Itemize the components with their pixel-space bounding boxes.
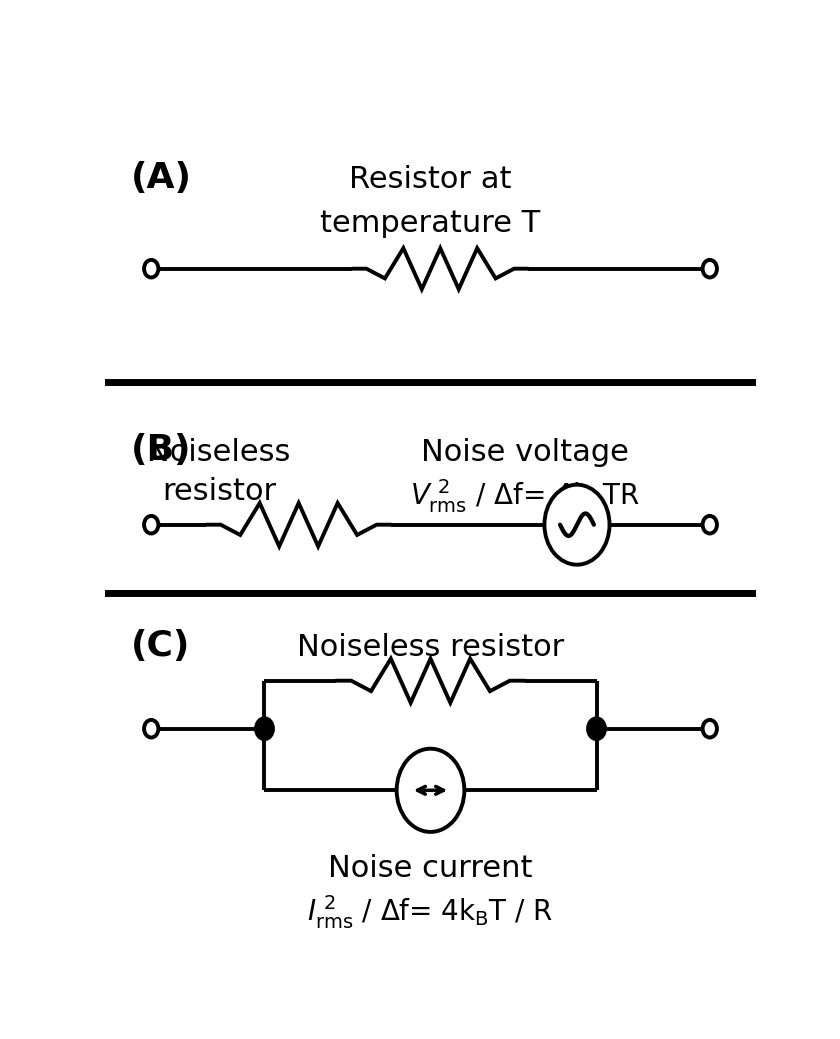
Text: $I_{\rm rms}^{\ 2}$ / $\Delta$f= 4k$_{\rm B}$T / R: $I_{\rm rms}^{\ 2}$ / $\Delta$f= 4k$_{\r… bbox=[307, 893, 554, 931]
Text: (B): (B) bbox=[131, 432, 192, 467]
Text: (A): (A) bbox=[131, 161, 192, 194]
Circle shape bbox=[144, 516, 159, 533]
Circle shape bbox=[256, 718, 273, 739]
Text: Noiseless resistor: Noiseless resistor bbox=[297, 633, 564, 662]
Circle shape bbox=[144, 720, 159, 738]
Circle shape bbox=[702, 260, 717, 277]
Circle shape bbox=[702, 720, 717, 738]
Text: Noiseless: Noiseless bbox=[147, 438, 291, 468]
Circle shape bbox=[544, 484, 610, 564]
Text: $V_{\rm rms}^{\ 2}$ / $\Delta$f= 4k$_{\rm B}$TR: $V_{\rm rms}^{\ 2}$ / $\Delta$f= 4k$_{\r… bbox=[410, 477, 640, 514]
Text: Resistor at: Resistor at bbox=[349, 164, 512, 193]
Circle shape bbox=[396, 749, 465, 832]
Text: (C): (C) bbox=[131, 629, 191, 663]
Circle shape bbox=[144, 260, 159, 277]
Circle shape bbox=[702, 516, 717, 533]
Text: Noise voltage: Noise voltage bbox=[421, 438, 629, 468]
Text: resistor: resistor bbox=[162, 477, 276, 506]
Text: temperature T: temperature T bbox=[320, 209, 541, 238]
Text: Noise current: Noise current bbox=[328, 854, 533, 883]
Circle shape bbox=[588, 718, 605, 739]
